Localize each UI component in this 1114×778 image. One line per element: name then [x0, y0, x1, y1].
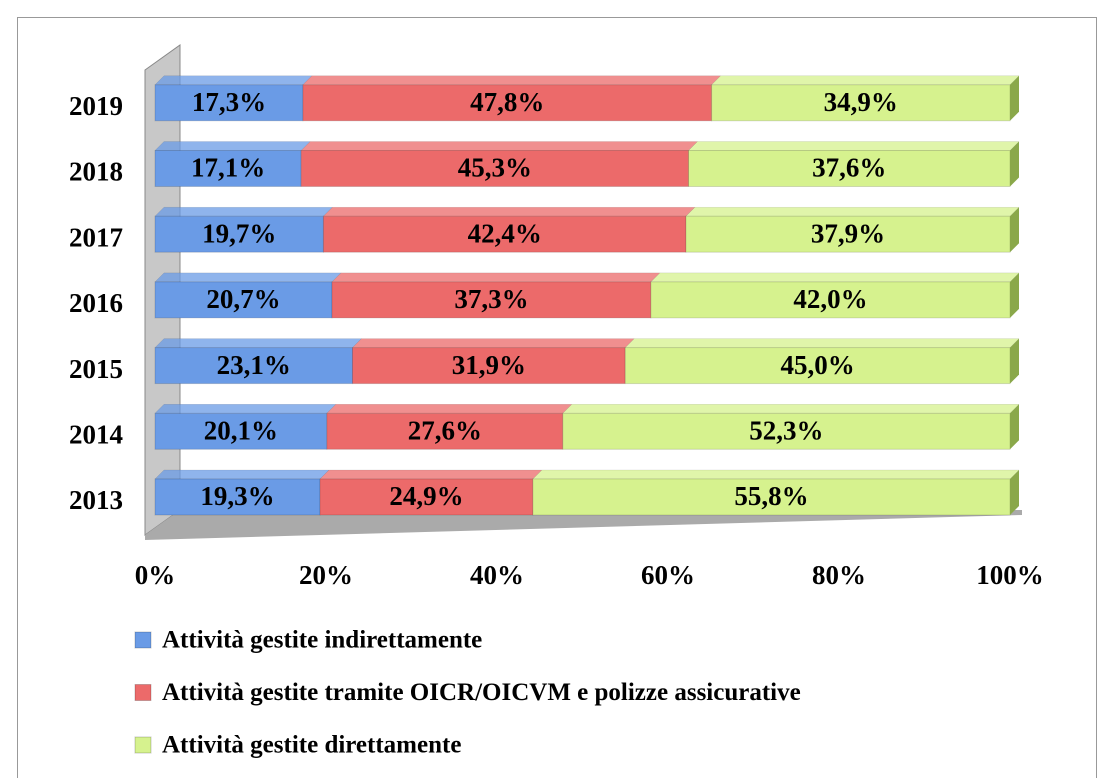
floor	[145, 510, 1022, 540]
bar	[711, 84, 1011, 122]
data-label: 23,1%	[217, 350, 291, 380]
bar	[154, 412, 328, 450]
bar-end	[1010, 272, 1019, 318]
data-label: 31,9%	[452, 350, 526, 380]
data-label: 37,3%	[454, 284, 528, 314]
bar-top	[154, 469, 330, 480]
data-label: 19,3%	[200, 481, 274, 511]
bar	[154, 478, 321, 516]
bar-top	[154, 338, 363, 348]
y-tick-label: 2017	[69, 222, 123, 252]
legend-text: Attività gestite indirettamente	[162, 627, 482, 654]
bar	[154, 84, 304, 122]
bar-end	[1010, 470, 1019, 515]
bar-top	[154, 141, 311, 151]
bar-top	[351, 338, 635, 348]
bar-top	[331, 272, 661, 283]
data-label: 34,9%	[824, 87, 898, 117]
legend-text: Attività gestite direttamente	[162, 732, 461, 759]
bar-top	[532, 469, 1020, 480]
y-tick-label: 2016	[69, 288, 123, 318]
y-tick-label: 2013	[69, 485, 123, 515]
data-label: 47,8%	[470, 87, 544, 117]
y-tick-label: 2018	[69, 157, 123, 187]
y-tick-label: 2019	[69, 91, 123, 121]
bar-end	[1010, 141, 1019, 187]
x-tick-label: 40%	[470, 560, 524, 590]
bar-top	[650, 272, 1020, 283]
x-tick-label: 80%	[812, 560, 866, 590]
bar	[322, 215, 687, 253]
bar-top	[154, 272, 342, 283]
bar-top	[711, 75, 1020, 86]
data-label: 19,7%	[202, 218, 276, 248]
y-tick-label: 2015	[69, 354, 123, 384]
x-tick-label: 0%	[135, 560, 176, 590]
x-tick-label: 100%	[976, 560, 1044, 590]
data-label: 17,3%	[192, 87, 266, 117]
bar-end	[1010, 338, 1019, 384]
bar-top	[154, 404, 337, 414]
data-label: 55,8%	[734, 481, 808, 511]
bar-end	[1010, 207, 1019, 253]
data-label: 24,9%	[389, 481, 463, 511]
legend-swatch	[134, 736, 152, 754]
bar-top	[319, 469, 543, 480]
x-tick-label: 20%	[299, 560, 353, 590]
data-label: 37,9%	[811, 218, 885, 248]
bar-top	[624, 338, 1020, 348]
data-label: 45,3%	[458, 153, 532, 183]
bar-top	[300, 141, 699, 151]
bar	[154, 150, 302, 187]
bar	[331, 281, 652, 319]
legend-text: Attività gestite tramite OICR/OICVM e po…	[162, 679, 801, 706]
bar-top	[302, 75, 722, 86]
data-label: 20,7%	[206, 284, 280, 314]
bar-top	[154, 206, 334, 217]
data-label: 42,4%	[468, 218, 542, 248]
bar	[154, 281, 333, 319]
bar-top	[326, 404, 573, 414]
bar-top	[687, 141, 1020, 151]
x-tick-label: 60%	[641, 560, 695, 590]
data-label: 52,3%	[749, 416, 823, 446]
legend-swatch	[134, 684, 152, 701]
bar	[319, 478, 534, 516]
bar-top	[685, 206, 1020, 217]
bar-end	[1010, 404, 1019, 450]
bar	[685, 215, 1011, 253]
bar-top	[322, 206, 696, 217]
legend-swatch	[134, 631, 152, 649]
data-label: 45,0%	[781, 350, 855, 380]
data-label: 27,6%	[408, 416, 482, 446]
bar-top	[154, 75, 313, 86]
bar	[302, 84, 713, 122]
y-tick-label: 2014	[69, 420, 123, 450]
data-label: 20,1%	[204, 416, 278, 446]
data-label: 42,0%	[793, 284, 867, 314]
bar-end	[1010, 75, 1019, 121]
data-label: 37,6%	[812, 153, 886, 183]
bar-top	[562, 404, 1020, 414]
bar	[352, 347, 626, 385]
data-label: 17,1%	[191, 153, 265, 183]
bar	[300, 150, 690, 187]
